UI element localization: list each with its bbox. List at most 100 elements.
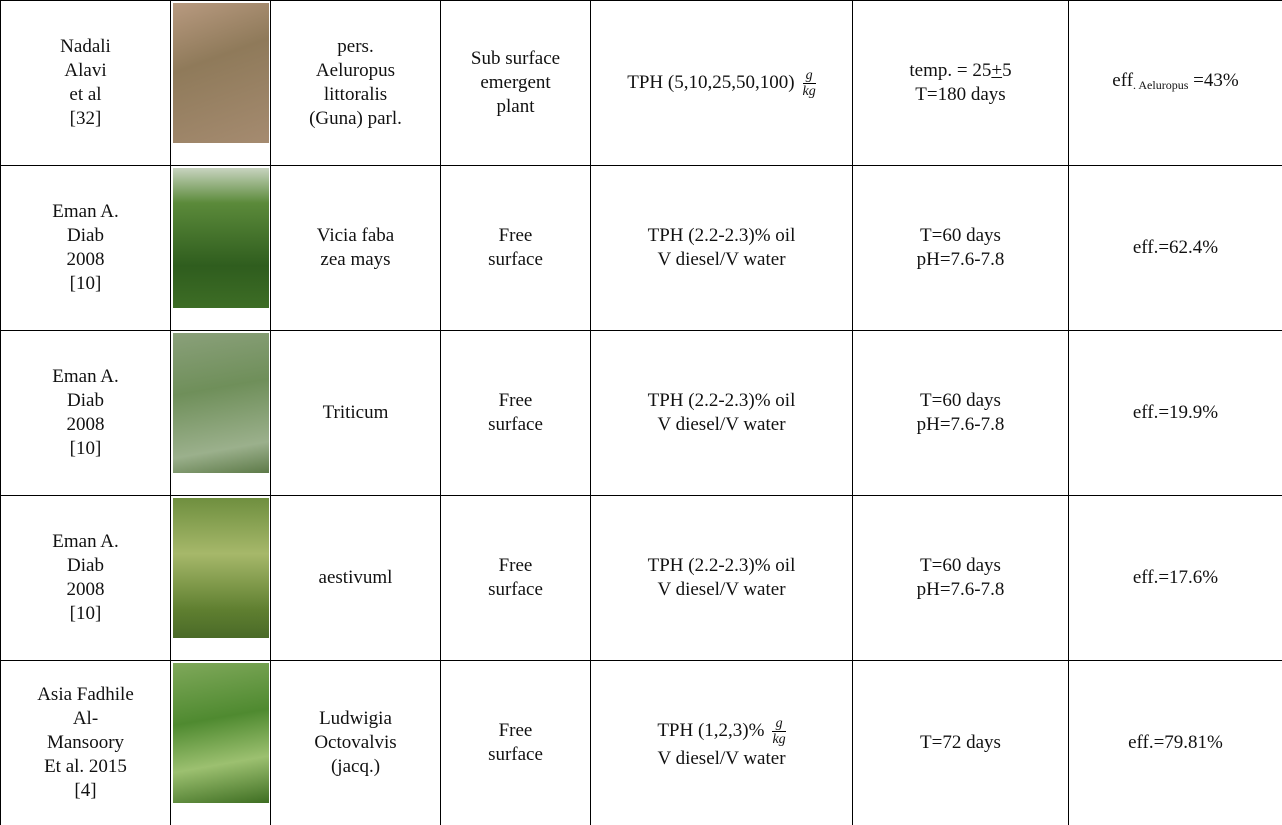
cell-line: plant — [447, 95, 584, 119]
cell-line: eff.=17.6% — [1075, 566, 1276, 590]
numerator: g — [803, 68, 816, 84]
cell-line: T=60 days — [859, 554, 1062, 578]
table-body: NadaliAlaviet al[32] pers.Aeluropuslittor… — [1, 1, 1282, 825]
cell-line: TPH (2.2-2.3)% oil — [597, 554, 846, 578]
efficiency-cell: eff.=17.6% — [1069, 496, 1282, 661]
text-run: temp. = 25 — [909, 60, 991, 81]
cell-line: pH=7.6-7.8 — [859, 248, 1062, 272]
cell-line: 2008 — [7, 578, 164, 602]
cell-line: T=60 days — [859, 389, 1062, 413]
text-run: 5 — [1002, 60, 1012, 81]
cell-line: [32] — [7, 107, 164, 131]
cell-line: V diesel/V water — [597, 747, 846, 771]
text-run: TPH (5,10,25,50,100) — [627, 71, 794, 92]
cell-line: Et al. 2015 — [7, 755, 164, 779]
cell-line: Diab — [7, 224, 164, 248]
cell-line: Eman A. — [7, 200, 164, 224]
cell-line: [4] — [7, 779, 164, 803]
cell-line: Free — [447, 224, 584, 248]
cell-line: TPH (2.2-2.3)% oil — [597, 224, 846, 248]
cell-line: emergent — [447, 71, 584, 95]
cell-line: TPH (2.2-2.3)% oil — [597, 389, 846, 413]
image-cell — [171, 496, 271, 661]
cell-line: eff. Aeluropus =43% — [1075, 69, 1276, 97]
conditions-cell: T=72 days — [853, 661, 1069, 825]
text-run: =43% — [1188, 70, 1238, 91]
image-cell — [171, 661, 271, 825]
denominator: kg — [772, 732, 785, 747]
cell-line: Eman A. — [7, 365, 164, 389]
image-cell — [171, 1, 271, 166]
cell-line: surface — [447, 248, 584, 272]
cell-line: littoralis — [277, 83, 434, 107]
efficiency-cell: eff.=19.9% — [1069, 331, 1282, 496]
efficiency-cell: eff. Aeluropus =43% — [1069, 1, 1282, 166]
underlined: + — [991, 60, 1002, 81]
cell-line: Triticum — [277, 401, 434, 425]
cell-line: (jacq.) — [277, 755, 434, 779]
cell-line: [10] — [7, 602, 164, 626]
image-cell — [171, 331, 271, 496]
cell-line: Alavi — [7, 59, 164, 83]
plant-photo — [173, 3, 269, 143]
comparison-table: NadaliAlaviet al[32] pers.Aeluropuslittor… — [0, 0, 1282, 825]
image-cell — [171, 166, 271, 331]
cell-line: zea mays — [277, 248, 434, 272]
cell-line: eff.=19.9% — [1075, 401, 1276, 425]
cell-line: Free — [447, 719, 584, 743]
cell-line: eff.=79.81% — [1075, 731, 1276, 755]
cell-line: 2008 — [7, 248, 164, 272]
plant-cell: aestivuml — [271, 496, 441, 661]
cell-line: Free — [447, 554, 584, 578]
cell-line: Mansoory — [7, 731, 164, 755]
cell-line: pH=7.6-7.8 — [859, 578, 1062, 602]
cell-line: Diab — [7, 554, 164, 578]
cell-line: et al — [7, 83, 164, 107]
plant-photo — [173, 168, 269, 308]
cell-line: 2008 — [7, 413, 164, 437]
page: NadaliAlaviet al[32] pers.Aeluropuslittor… — [0, 0, 1282, 825]
cell-line: pH=7.6-7.8 — [859, 413, 1062, 437]
cell-line: T=60 days — [859, 224, 1062, 248]
cell-line: Al- — [7, 707, 164, 731]
cell-line: aestivuml — [277, 566, 434, 590]
cell-line: Aeluropus — [277, 59, 434, 83]
cell-line: Nadali — [7, 35, 164, 59]
cell-line: V diesel/V water — [597, 578, 846, 602]
plant-photo — [173, 663, 269, 803]
cell-line: pers. — [277, 35, 434, 59]
cell-line: Ludwigia — [277, 707, 434, 731]
cell-line: Octovalvis — [277, 731, 434, 755]
cell-line: [10] — [7, 437, 164, 461]
plant-photo — [173, 333, 269, 473]
subscript: . Aeluropus — [1133, 78, 1188, 92]
cell-line: T=72 days — [859, 731, 1062, 755]
cell-line: eff.=62.4% — [1075, 236, 1276, 260]
cell-line: surface — [447, 413, 584, 437]
cell-line: surface — [447, 578, 584, 602]
cell-line: Eman A. — [7, 530, 164, 554]
efficiency-cell: eff.=79.81% — [1069, 661, 1282, 825]
